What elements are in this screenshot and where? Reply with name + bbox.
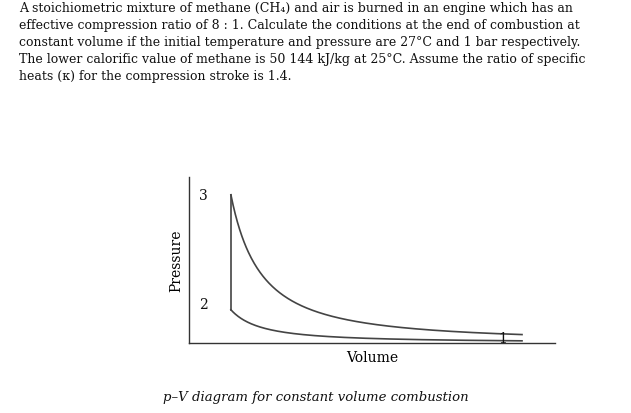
Text: 3: 3 — [199, 189, 208, 203]
Text: A stoichiometric mixture of methane (CH₄) and air is burned in an engine which h: A stoichiometric mixture of methane (CH₄… — [19, 2, 586, 83]
Text: 1: 1 — [498, 331, 507, 345]
Text: p–V diagram for constant volume combustion: p–V diagram for constant volume combusti… — [163, 390, 468, 403]
X-axis label: Volume: Volume — [346, 350, 398, 364]
Y-axis label: Pressure: Pressure — [170, 229, 184, 291]
Text: 2: 2 — [199, 297, 208, 311]
